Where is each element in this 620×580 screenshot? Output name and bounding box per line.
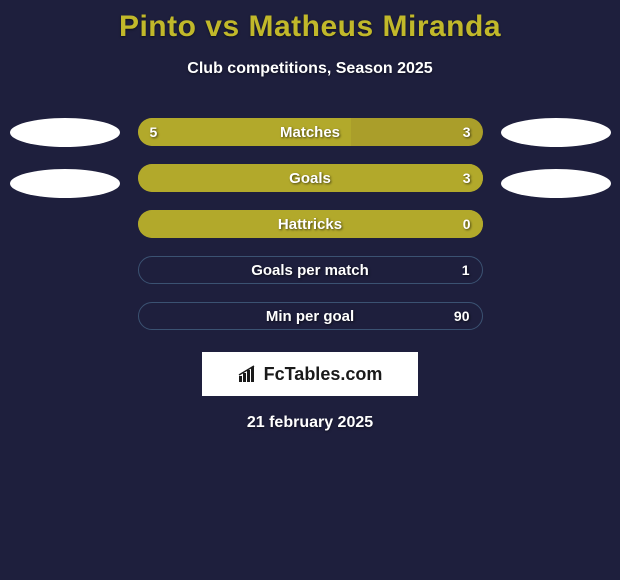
- left-avatars: [10, 118, 120, 198]
- stat-value-right: 90: [454, 303, 470, 329]
- player1-avatar-placeholder-2: [10, 169, 120, 198]
- page-title: Pinto vs Matheus Miranda: [0, 10, 620, 44]
- stat-row: Goals per match1: [138, 256, 483, 284]
- date-label: 21 february 2025: [0, 414, 620, 432]
- player2-avatar-placeholder-2: [501, 169, 611, 198]
- player1-avatar-placeholder: [10, 118, 120, 147]
- stat-label: Hattricks: [138, 210, 483, 238]
- stat-label: Matches: [138, 118, 483, 146]
- stat-row: 5Matches3: [138, 118, 483, 146]
- player2-avatar-placeholder: [501, 118, 611, 147]
- stat-bars: 5Matches3Goals3Hattricks0Goals per match…: [138, 118, 483, 330]
- right-avatars: [501, 118, 611, 198]
- chart-icon: [238, 365, 260, 383]
- stat-row: Min per goal90: [138, 302, 483, 330]
- stat-value-right: 3: [463, 118, 471, 146]
- source-logo: FcTables.com: [202, 352, 418, 396]
- subtitle: Club competitions, Season 2025: [0, 60, 620, 78]
- stat-value-right: 1: [462, 257, 470, 283]
- logo-text: FcTables.com: [264, 364, 383, 385]
- stat-value-right: 3: [463, 164, 471, 192]
- stat-value-right: 0: [463, 210, 471, 238]
- stat-row: Hattricks0: [138, 210, 483, 238]
- stat-label: Goals: [138, 164, 483, 192]
- stat-row: Goals3: [138, 164, 483, 192]
- stats-area: 5Matches3Goals3Hattricks0Goals per match…: [0, 118, 620, 330]
- stat-label: Min per goal: [139, 303, 482, 329]
- stat-label: Goals per match: [139, 257, 482, 283]
- comparison-infographic: Pinto vs Matheus Miranda Club competitio…: [0, 0, 620, 432]
